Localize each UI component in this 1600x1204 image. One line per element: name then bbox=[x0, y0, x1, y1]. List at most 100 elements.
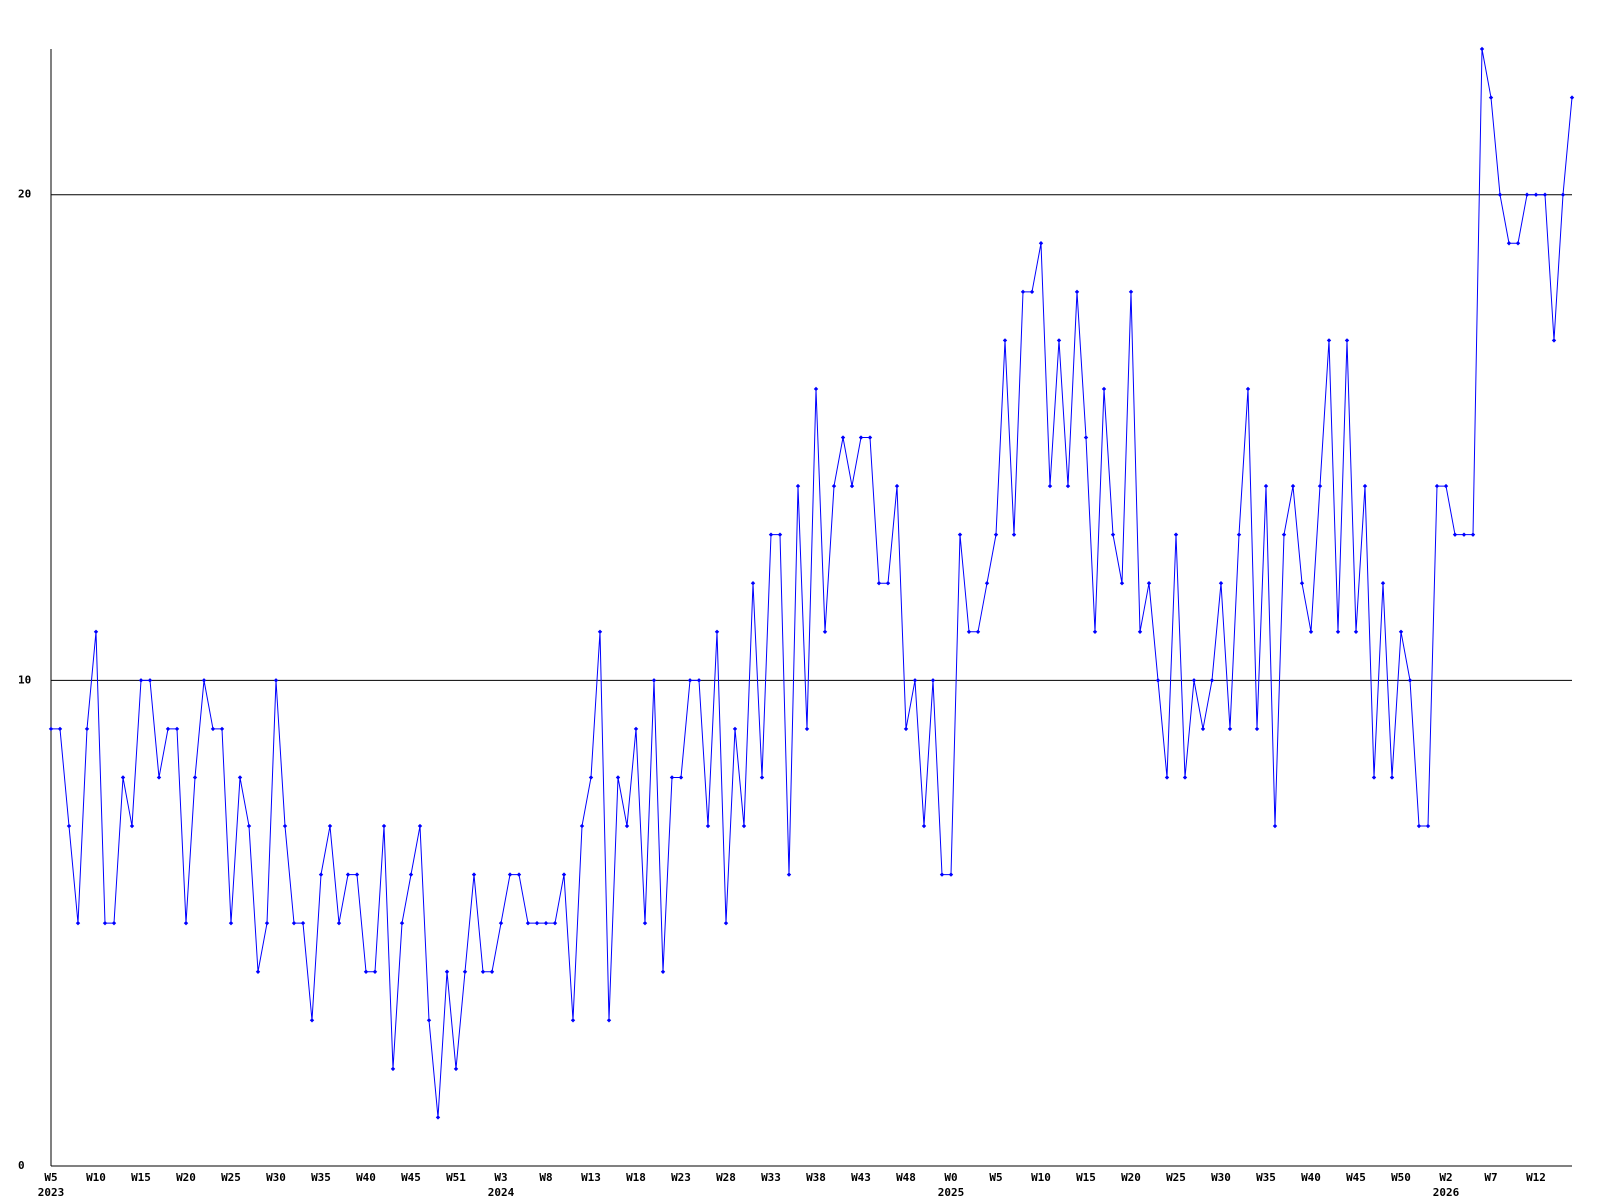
data-point bbox=[1173, 532, 1179, 537]
data-point bbox=[1317, 483, 1323, 489]
data-point bbox=[588, 775, 594, 780]
data-point bbox=[1344, 338, 1350, 343]
data-point bbox=[318, 872, 324, 877]
data-point bbox=[1398, 629, 1404, 634]
data-point bbox=[273, 678, 279, 683]
data-point bbox=[651, 678, 657, 683]
data-point bbox=[570, 1018, 576, 1023]
data-point bbox=[534, 920, 540, 926]
data-point bbox=[1425, 823, 1431, 829]
x-tick-label: W30 bbox=[266, 1171, 286, 1184]
x-year-label: 2024 bbox=[488, 1186, 515, 1199]
data-point bbox=[1209, 678, 1215, 683]
data-point bbox=[768, 532, 774, 537]
data-point bbox=[561, 872, 567, 877]
data-point bbox=[642, 920, 648, 926]
data-point bbox=[300, 920, 306, 926]
x-tick-label: W45 bbox=[1346, 1171, 1366, 1184]
y-tick-label: 0 bbox=[18, 1159, 25, 1172]
data-point bbox=[1299, 581, 1305, 586]
data-point bbox=[1569, 95, 1575, 100]
data-point bbox=[1479, 46, 1485, 52]
data-point bbox=[462, 969, 468, 974]
data-point bbox=[822, 629, 828, 634]
x-tick-label: W10 bbox=[86, 1171, 106, 1184]
data-point bbox=[1533, 192, 1539, 197]
x-tick-label: W50 bbox=[1391, 1171, 1411, 1184]
data-point bbox=[1263, 483, 1269, 489]
data-point bbox=[1101, 386, 1107, 392]
data-point bbox=[1119, 581, 1125, 586]
data-point bbox=[210, 726, 216, 732]
data-point bbox=[867, 435, 873, 440]
x-tick-label: W25 bbox=[1166, 1171, 1186, 1184]
data-point bbox=[1182, 775, 1188, 780]
data-point bbox=[966, 629, 972, 634]
data-point bbox=[669, 775, 675, 780]
data-point bbox=[723, 920, 729, 926]
data-point bbox=[831, 483, 837, 489]
data-point bbox=[444, 969, 450, 974]
data-point bbox=[372, 969, 378, 974]
data-point bbox=[939, 872, 945, 877]
data-point bbox=[804, 726, 810, 732]
x-tick-label: W35 bbox=[1256, 1171, 1276, 1184]
data-point bbox=[381, 823, 387, 829]
data-point bbox=[795, 483, 801, 489]
x-tick-label: W28 bbox=[716, 1171, 736, 1184]
data-point bbox=[606, 1018, 612, 1023]
x-tick-label: W0 bbox=[944, 1171, 957, 1184]
data-point bbox=[1056, 338, 1062, 343]
data-point bbox=[1542, 192, 1548, 197]
data-point bbox=[1164, 775, 1170, 780]
data-point bbox=[471, 872, 477, 877]
data-point bbox=[354, 872, 360, 877]
data-point bbox=[309, 1018, 315, 1023]
x-tick-label: W10 bbox=[1031, 1171, 1051, 1184]
x-tick-label: W18 bbox=[626, 1171, 646, 1184]
x-tick-label: W51 bbox=[446, 1171, 466, 1184]
data-point bbox=[849, 483, 855, 489]
x-tick-label: W12 bbox=[1526, 1171, 1546, 1184]
data-point bbox=[732, 726, 738, 732]
x-tick-label: W48 bbox=[896, 1171, 916, 1184]
data-point bbox=[1353, 629, 1359, 634]
data-point bbox=[1092, 629, 1098, 634]
data-point bbox=[1020, 289, 1026, 295]
data-point bbox=[1011, 532, 1017, 537]
data-point bbox=[1371, 775, 1377, 780]
data-point bbox=[147, 678, 153, 683]
data-point bbox=[219, 726, 225, 732]
data-point bbox=[1065, 483, 1071, 489]
data-point bbox=[1443, 483, 1449, 489]
data-point bbox=[129, 823, 135, 829]
data-point bbox=[993, 532, 999, 537]
data-point bbox=[453, 1066, 459, 1072]
data-point bbox=[750, 581, 756, 586]
data-point bbox=[165, 726, 171, 732]
data-point bbox=[426, 1018, 432, 1023]
data-point bbox=[1029, 289, 1035, 295]
data-point bbox=[813, 386, 819, 392]
data-point bbox=[759, 775, 765, 780]
data-point bbox=[498, 920, 504, 926]
data-point bbox=[282, 823, 288, 829]
data-point bbox=[399, 920, 405, 926]
data-point bbox=[1551, 338, 1557, 343]
data-point bbox=[975, 629, 981, 634]
data-point bbox=[876, 581, 882, 586]
x-year-label: 2026 bbox=[1433, 1186, 1460, 1199]
data-point bbox=[903, 726, 909, 732]
data-point bbox=[1074, 289, 1080, 295]
data-point bbox=[111, 920, 117, 926]
data-point bbox=[525, 920, 531, 926]
x-tick-label: W20 bbox=[176, 1171, 196, 1184]
data-point bbox=[1218, 581, 1224, 586]
data-point bbox=[75, 920, 81, 926]
data-point bbox=[912, 678, 918, 683]
data-point bbox=[57, 726, 63, 732]
data-point bbox=[930, 678, 936, 683]
x-tick-label: W7 bbox=[1484, 1171, 1497, 1184]
